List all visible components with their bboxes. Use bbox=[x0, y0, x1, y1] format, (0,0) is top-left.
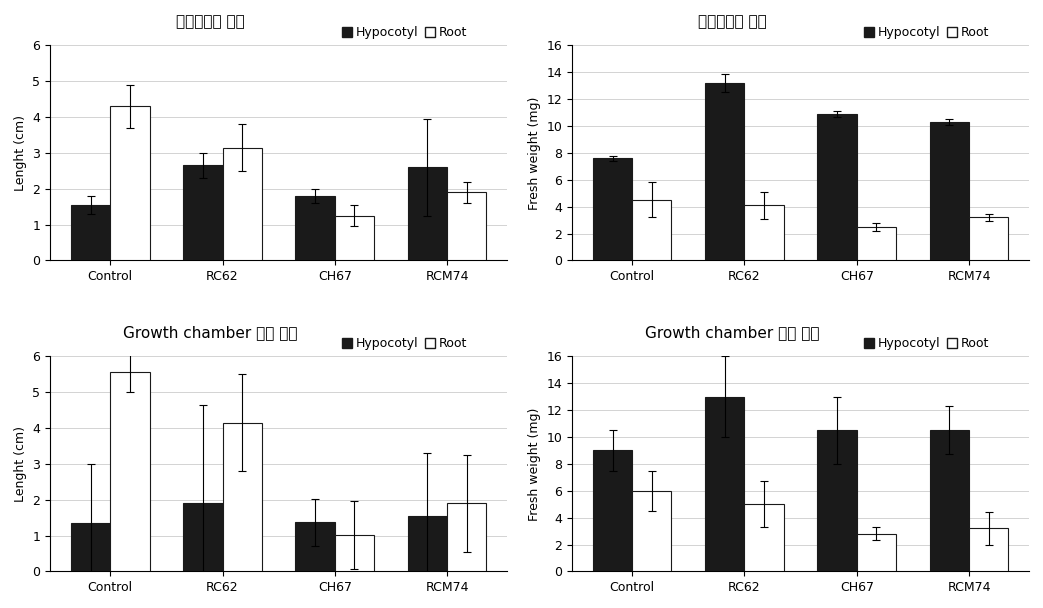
Bar bbox=[184, 165, 222, 260]
Bar bbox=[335, 535, 374, 572]
Bar bbox=[592, 158, 632, 260]
Y-axis label: Lenght (cm): Lenght (cm) bbox=[14, 115, 27, 191]
Bar bbox=[969, 218, 1009, 260]
Bar bbox=[705, 83, 745, 260]
Bar bbox=[447, 192, 486, 260]
Bar bbox=[335, 216, 374, 260]
Bar bbox=[745, 206, 783, 260]
Title: 실험실에서 생육: 실험실에서 생육 bbox=[175, 14, 244, 29]
Bar bbox=[818, 114, 856, 260]
Title: Growth chamber 에서 생육: Growth chamber 에서 생육 bbox=[645, 325, 820, 340]
Bar bbox=[447, 503, 486, 572]
Bar bbox=[71, 523, 111, 572]
Bar bbox=[632, 491, 672, 572]
Bar bbox=[929, 122, 969, 260]
Bar bbox=[745, 504, 783, 572]
Bar bbox=[632, 200, 672, 260]
Bar bbox=[222, 423, 262, 572]
Y-axis label: Fresh weight (mg): Fresh weight (mg) bbox=[528, 96, 541, 210]
Bar bbox=[222, 148, 262, 260]
Bar bbox=[184, 503, 222, 572]
Legend: Hypocotyl, Root: Hypocotyl, Root bbox=[340, 334, 469, 353]
Bar bbox=[705, 396, 745, 572]
Bar bbox=[592, 451, 632, 572]
Bar bbox=[408, 167, 447, 260]
Legend: Hypocotyl, Root: Hypocotyl, Root bbox=[862, 334, 992, 353]
Bar bbox=[969, 528, 1009, 572]
Bar bbox=[111, 106, 149, 260]
Bar bbox=[929, 430, 969, 572]
Bar bbox=[295, 196, 335, 260]
Bar bbox=[408, 516, 447, 572]
Y-axis label: Lenght (cm): Lenght (cm) bbox=[14, 426, 27, 502]
Y-axis label: Fresh weight (mg): Fresh weight (mg) bbox=[528, 407, 541, 520]
Bar bbox=[856, 227, 896, 260]
Title: Growth chamber 에서 생육: Growth chamber 에서 생육 bbox=[123, 325, 297, 340]
Bar bbox=[71, 205, 111, 260]
Bar bbox=[818, 430, 856, 572]
Legend: Hypocotyl, Root: Hypocotyl, Root bbox=[862, 24, 992, 41]
Title: 실험실에서 생육: 실험실에서 생육 bbox=[698, 14, 767, 29]
Legend: Hypocotyl, Root: Hypocotyl, Root bbox=[340, 24, 469, 41]
Bar bbox=[856, 534, 896, 572]
Bar bbox=[111, 373, 149, 572]
Bar bbox=[295, 522, 335, 572]
